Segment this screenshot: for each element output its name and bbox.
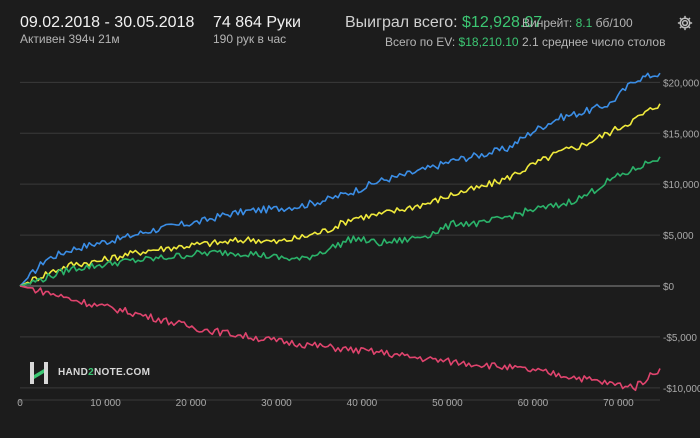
y-tick-label: $0 [663,282,675,293]
won-block: Выиграл всего: $12,928.07 [345,14,542,32]
axis-labels: $20,000 $15,000 $10,000 $5,000 $0 -$5,000 -$10… [17,78,700,409]
date-range-block: 09.02.2018 - 30.05.2018 Активен 394ч 21м [20,14,194,46]
logo-text-left: HAND [58,367,89,378]
hands-block: 74 864 Руки 190 рук в час [213,14,301,46]
x-tick-label: 0 [17,398,23,409]
chart-series [19,72,661,392]
x-tick-label: 70 000 [603,398,634,409]
x-tick-label: 10 000 [90,398,121,409]
y-tick-label: $15,000 [663,129,700,140]
logo-text-right: NOTE.COM [93,367,151,378]
won-label: Выиграл всего: [345,14,458,31]
series-line-1 [19,72,661,287]
series-line-2 [19,103,661,287]
winrate-block: Винрейт: 8.1 бб/100 [522,14,633,32]
hands-per-hour: 190 рук в час [213,32,287,46]
active-time: Активен 394ч 21м [20,32,120,46]
series-line-3 [19,156,661,287]
y-tick-label: $20,000 [663,78,700,89]
stats-header: 09.02.2018 - 30.05.2018 Активен 394ч 21м… [0,0,700,56]
ev-value: $18,210.10 [458,35,519,49]
x-tick-label: 20 000 [176,398,207,409]
hand2note-logo-text: HAND2NOTE.COM [58,367,150,378]
y-tick-label: $10,000 [663,180,700,191]
gear-icon[interactable] [676,14,694,32]
hand2note-logo-icon [30,362,48,384]
grid-lines [19,81,660,403]
y-tick-label: -$5,000 [663,333,697,344]
y-tick-label: $5,000 [663,231,694,242]
series-line-4 [19,285,661,392]
won-value: $12,928.07 [462,14,543,31]
x-tick-label: 50 000 [432,398,463,409]
winrate-suffix: бб/100 [595,16,633,30]
date-range: 09.02.2018 - 30.05.2018 [20,14,195,31]
avg-tables: 2.1 среднее число столов [522,35,666,49]
hands-count: 74 864 Руки [213,14,301,31]
ev-total: Всего по EV: $18,210.10 [385,35,519,49]
x-tick-label: 60 000 [518,398,549,409]
y-tick-label: -$10,000 [663,384,700,395]
logo-text-mid: 2 [88,367,94,378]
ev-label: Всего по EV: [385,35,456,49]
winrate-value: 8.1 [575,16,593,30]
x-tick-label: 40 000 [347,398,378,409]
x-tick-label: 30 000 [261,398,292,409]
winrate-label: Винрейт: [522,16,573,30]
